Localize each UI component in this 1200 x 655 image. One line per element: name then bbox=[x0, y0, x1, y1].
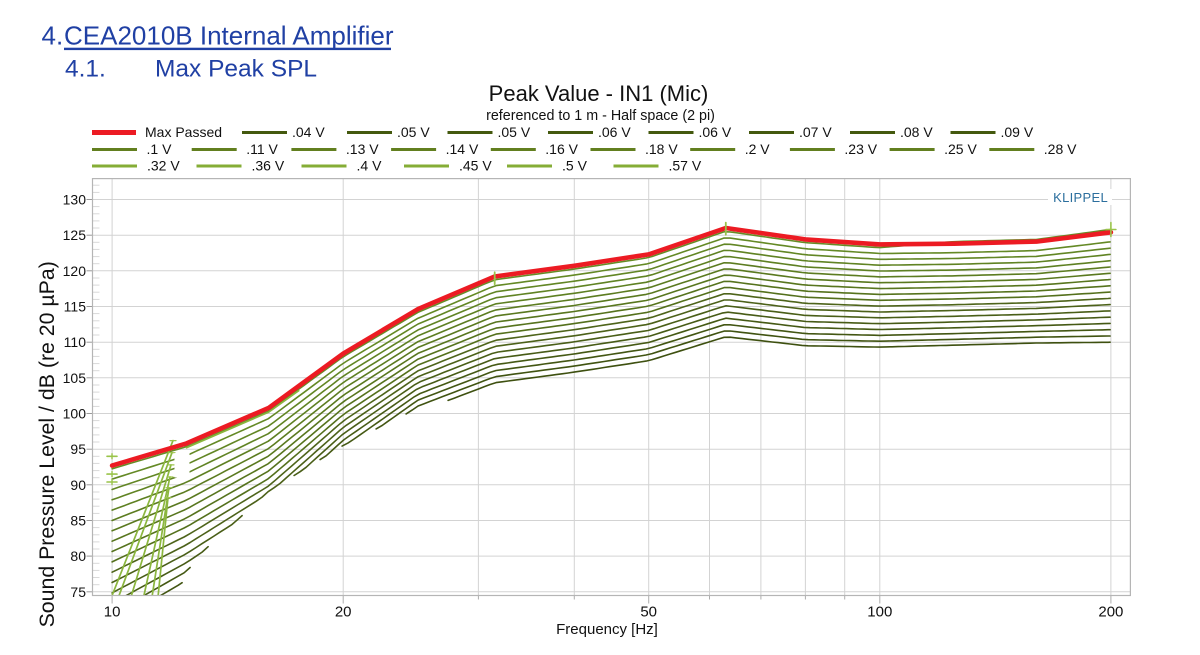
svg-text:75: 75 bbox=[70, 584, 86, 600]
svg-text:.5 V: .5 V bbox=[562, 158, 588, 174]
svg-text:referenced to 1 m - Half space: referenced to 1 m - Half space (2 pi) bbox=[486, 108, 715, 124]
svg-text:4.1.: 4.1. bbox=[65, 56, 106, 83]
svg-text:.13 V: .13 V bbox=[346, 141, 379, 157]
svg-text:20: 20 bbox=[335, 604, 352, 621]
svg-text:.2 V: .2 V bbox=[745, 141, 771, 157]
svg-text:.07 V: .07 V bbox=[799, 124, 832, 140]
svg-text:.16 V: .16 V bbox=[545, 141, 578, 157]
svg-text:.09 V: .09 V bbox=[1001, 124, 1034, 140]
svg-text:.05 V: .05 V bbox=[397, 124, 430, 140]
svg-text:.08 V: .08 V bbox=[900, 124, 933, 140]
svg-text:.05 V: .05 V bbox=[498, 124, 531, 140]
svg-text:80: 80 bbox=[70, 548, 86, 564]
svg-text:125: 125 bbox=[63, 227, 87, 243]
svg-text:.28 V: .28 V bbox=[1044, 141, 1077, 157]
svg-text:.45 V: .45 V bbox=[459, 158, 492, 174]
svg-text:Max Peak SPL: Max Peak SPL bbox=[155, 56, 317, 83]
svg-text:.23 V: .23 V bbox=[844, 141, 877, 157]
svg-text:10: 10 bbox=[104, 604, 121, 621]
svg-text:.04 V: .04 V bbox=[292, 124, 325, 140]
svg-text:CEA2010B Internal Amplifier: CEA2010B Internal Amplifier bbox=[64, 20, 394, 50]
svg-text:.25 V: .25 V bbox=[944, 141, 977, 157]
svg-text:.32 V: .32 V bbox=[147, 158, 180, 174]
svg-text:.36 V: .36 V bbox=[252, 158, 285, 174]
svg-text:85: 85 bbox=[70, 513, 86, 529]
svg-text:.4 V: .4 V bbox=[357, 158, 383, 174]
svg-text:115: 115 bbox=[64, 299, 87, 315]
svg-text:95: 95 bbox=[70, 441, 86, 457]
svg-text:100: 100 bbox=[63, 406, 87, 422]
svg-text:105: 105 bbox=[63, 370, 87, 386]
svg-text:Peak Value - IN1 (Mic): Peak Value - IN1 (Mic) bbox=[489, 81, 709, 106]
svg-text:KLIPPEL: KLIPPEL bbox=[1053, 190, 1108, 205]
svg-text:4.: 4. bbox=[42, 20, 64, 50]
svg-text:.1 V: .1 V bbox=[147, 141, 173, 157]
svg-text:Max Passed: Max Passed bbox=[145, 124, 222, 140]
svg-text:.57 V: .57 V bbox=[669, 158, 702, 174]
svg-text:.06 V: .06 V bbox=[598, 124, 631, 140]
svg-text:.06 V: .06 V bbox=[699, 124, 732, 140]
svg-text:100: 100 bbox=[867, 604, 892, 621]
svg-text:.11 V: .11 V bbox=[246, 141, 278, 157]
svg-text:Sound Pressure Level / dB (re: Sound Pressure Level / dB (re 20 µPa) bbox=[35, 261, 59, 627]
svg-text:120: 120 bbox=[63, 263, 87, 279]
svg-text:.18 V: .18 V bbox=[645, 141, 678, 157]
svg-text:50: 50 bbox=[640, 604, 657, 621]
svg-text:.14 V: .14 V bbox=[446, 141, 479, 157]
svg-text:90: 90 bbox=[70, 477, 86, 493]
svg-text:Frequency [Hz]: Frequency [Hz] bbox=[556, 621, 658, 638]
svg-text:110: 110 bbox=[64, 334, 87, 350]
svg-text:200: 200 bbox=[1098, 604, 1123, 621]
svg-text:130: 130 bbox=[63, 192, 87, 208]
